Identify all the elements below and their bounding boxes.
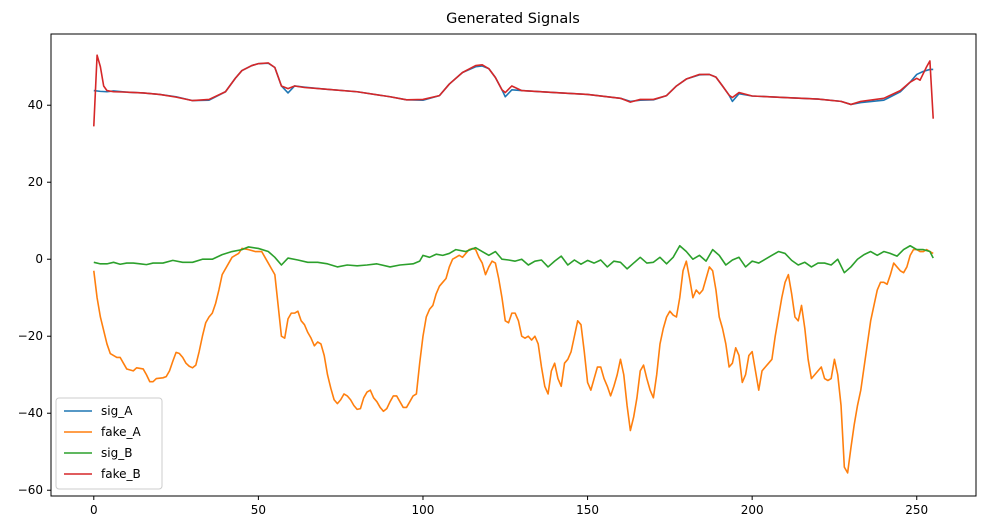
series-layer: [92, 54, 935, 474]
x-tick-label: 50: [251, 503, 266, 517]
x-tick-label: 200: [741, 503, 764, 517]
y-tick-label: 0: [35, 252, 43, 266]
x-tick-label: 100: [412, 503, 435, 517]
legend-label: sig_A: [101, 404, 133, 418]
y-tick-label: 40: [28, 98, 43, 112]
legend-label: fake_B: [101, 467, 141, 481]
legend: sig_A fake_A sig_B fake_B: [55, 397, 163, 490]
legend-label: sig_B: [101, 446, 132, 460]
y-tick-label: 20: [28, 175, 43, 189]
plot-area: [51, 34, 976, 496]
x-tick-label: 0: [90, 503, 98, 517]
chart-title: Generated Signals: [446, 11, 580, 27]
y-tick-label: −60: [18, 483, 43, 497]
series-line-fake-b: [92, 54, 935, 127]
x-tick-label: 150: [576, 503, 599, 517]
plot-frame: [50, 33, 977, 497]
legend-label: fake_A: [101, 425, 141, 439]
ticks-layer: 0 50 100 150 200 250 −60 −40 −20 0 20 40: [18, 98, 929, 517]
y-tick-label: −40: [18, 406, 43, 420]
legend-box: [55, 397, 163, 490]
y-tick-label: −20: [18, 329, 43, 343]
series-line-fake-a: [92, 247, 934, 474]
series-line-sig-b: [93, 244, 934, 274]
x-tick-label: 250: [905, 503, 928, 517]
